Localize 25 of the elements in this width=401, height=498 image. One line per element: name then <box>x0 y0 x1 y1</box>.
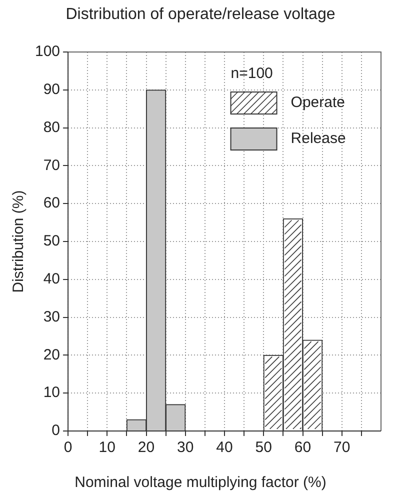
y-tick-label: 90 <box>43 81 60 98</box>
y-axis-title: Distribution (%) <box>10 190 28 293</box>
annotation: n=100 <box>230 65 273 82</box>
y-tick-label: 80 <box>43 118 60 136</box>
legend-label: Operate <box>290 94 345 112</box>
x-tick-label: 40 <box>216 439 233 456</box>
x-axis-title: Nominal voltage multiplying factor (%) <box>74 474 328 491</box>
y-tick-label: 60 <box>43 194 60 212</box>
x-tick-label: 70 <box>334 439 350 456</box>
x-tick-label: 50 <box>255 439 272 456</box>
y-tick-label: 40 <box>43 270 60 288</box>
x-tick-label: 20 <box>138 439 155 456</box>
y-tick-label: 70 <box>43 156 60 174</box>
y-tick-label: 20 <box>43 346 60 364</box>
y-tick-label: 0 <box>52 422 60 440</box>
chart-title: Distribution of operate/release voltage <box>64 6 336 24</box>
y-tick-label: 10 <box>43 384 60 402</box>
y-tick-label: 30 <box>43 308 60 326</box>
y-tick-label: 50 <box>43 232 60 250</box>
legend-label: Release <box>290 130 346 148</box>
x-tick-label: 30 <box>177 439 194 456</box>
x-tick-label: 0 <box>64 439 72 456</box>
x-tick-label: 60 <box>294 439 312 456</box>
x-tick-label: 10 <box>98 439 116 456</box>
y-tick-label: 100 <box>34 43 60 60</box>
